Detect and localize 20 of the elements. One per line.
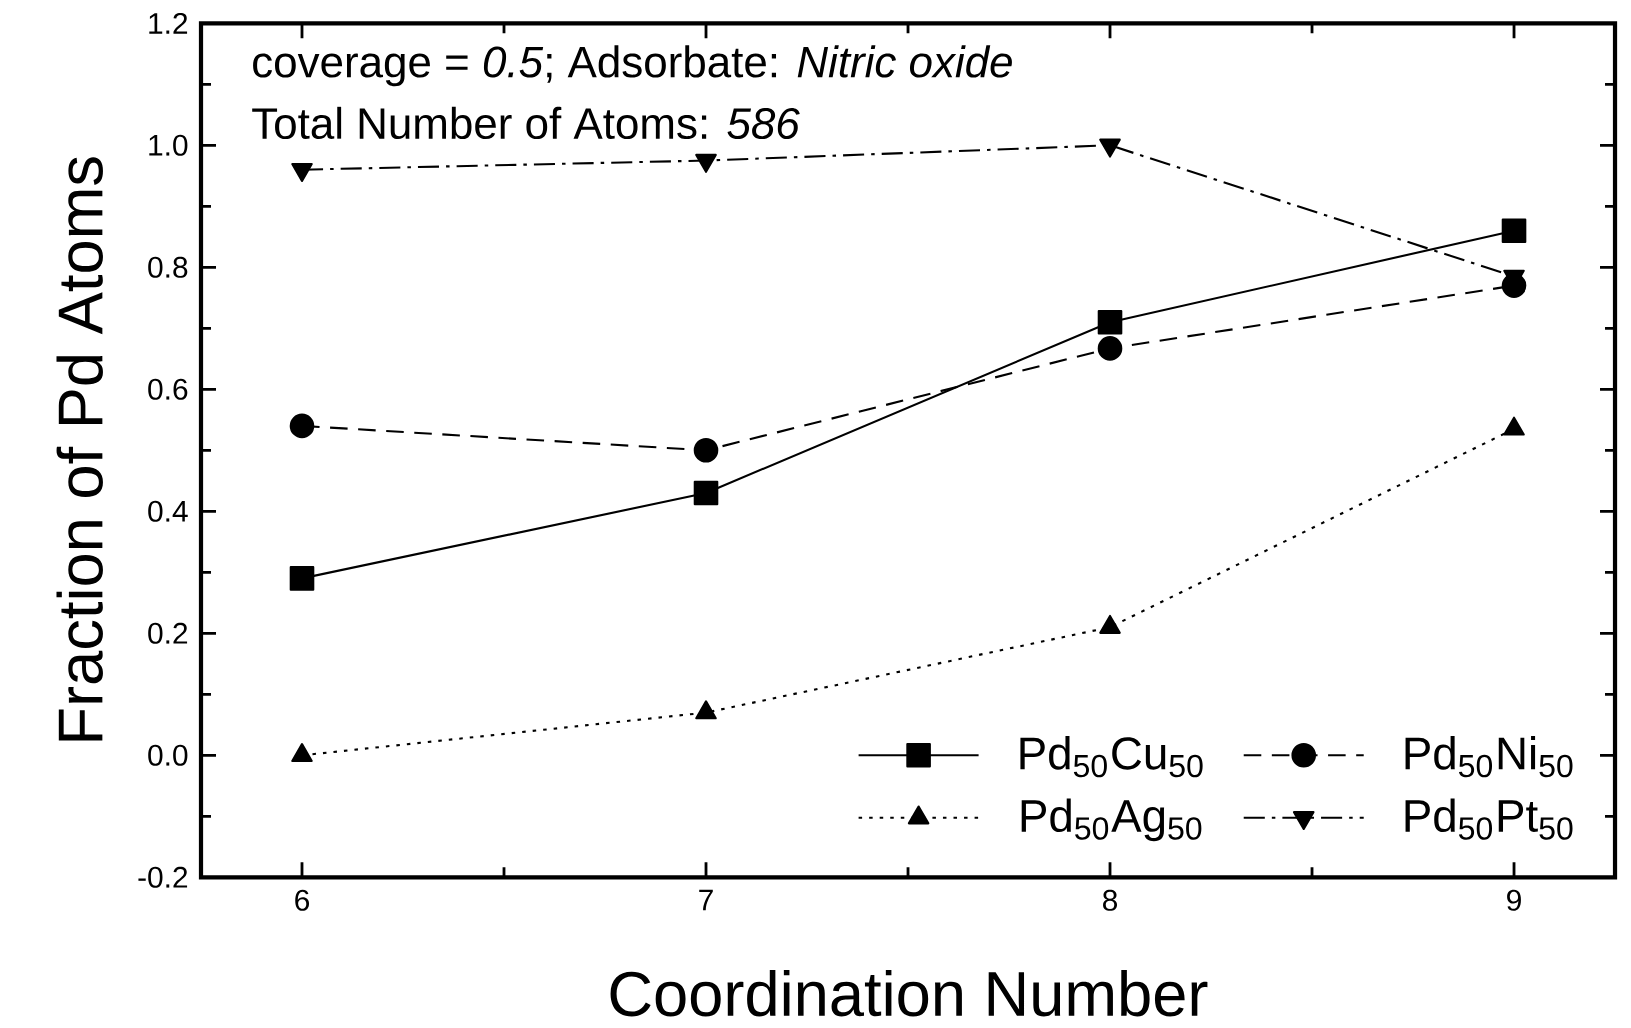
x-axis-title: Coordination Number bbox=[610, 969, 1208, 1017]
y-tick-label: 0.8 bbox=[148, 256, 188, 278]
legend-label: Pd$_{50}$Ag$_{50}$ bbox=[1021, 798, 1202, 842]
y-axis-title: Fraction of Pd Atoms bbox=[56, 157, 103, 741]
x-tick-label: 7 bbox=[699, 889, 713, 911]
y-tick-label: 1.0 bbox=[149, 134, 188, 156]
legend-label: Pd$_{50}$Pt$_{50}$ bbox=[1405, 798, 1573, 840]
y-tick-label: 0.0 bbox=[148, 744, 188, 766]
x-tick-label: 6 bbox=[295, 889, 310, 911]
y-tick-label: 0.4 bbox=[148, 500, 188, 522]
legend-label: Pd$_{50}$Ni$_{50}$ bbox=[1405, 736, 1573, 778]
legend-label: Pd$_{50}$Cu$_{50}$ bbox=[1020, 736, 1203, 778]
annotation: coverage = 0.5; Adsorbate: Nitric oxide bbox=[253, 45, 1012, 87]
y-tick-label: 0.6 bbox=[148, 378, 188, 400]
x-tick-label: 9 bbox=[1507, 889, 1521, 911]
y-tick-label: -0.2 bbox=[138, 866, 188, 888]
y-tick-label: 1.2 bbox=[149, 12, 188, 34]
x-tick-label: 8 bbox=[1103, 889, 1118, 911]
y-tick-label: 0.2 bbox=[148, 622, 188, 644]
annotation: Total Number of Atoms: 586 bbox=[252, 106, 800, 140]
